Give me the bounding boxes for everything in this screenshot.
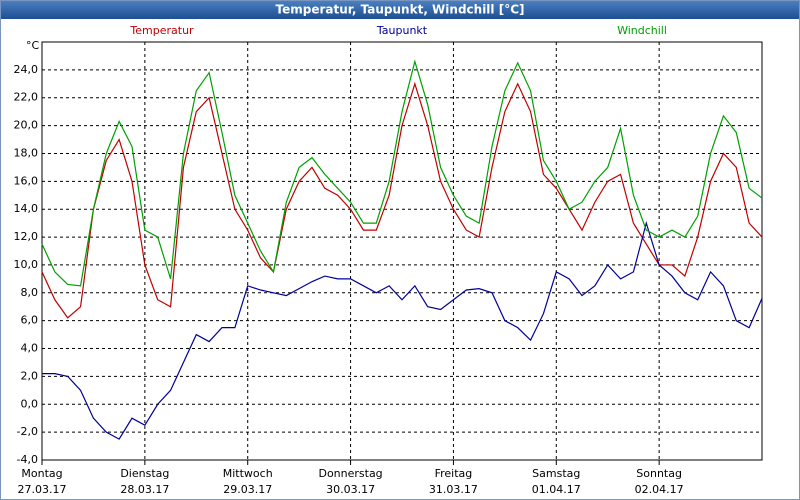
y-axis-label: °C bbox=[26, 39, 40, 52]
y-tick-label: -2,0 bbox=[17, 425, 38, 438]
x-tick-label: 30.03.17 bbox=[326, 483, 375, 496]
y-tick-label: 8,0 bbox=[21, 286, 39, 299]
y-tick-label: 2,0 bbox=[21, 369, 39, 382]
y-tick-label: 10,0 bbox=[14, 258, 39, 271]
legend-entry: Taupunkt bbox=[376, 24, 428, 37]
y-tick-label: -4,0 bbox=[17, 453, 38, 466]
y-tick-label: 6,0 bbox=[21, 314, 39, 327]
y-tick-label: 18,0 bbox=[14, 146, 39, 159]
y-tick-label: 22,0 bbox=[14, 91, 39, 104]
y-tick-label: 4,0 bbox=[21, 342, 39, 355]
series-line bbox=[41, 59, 763, 287]
x-tick-label: Dienstag bbox=[120, 467, 169, 480]
x-tick-label: 27.03.17 bbox=[18, 483, 67, 496]
y-tick-label: 16,0 bbox=[14, 174, 39, 187]
x-tick-label: Mittwoch bbox=[223, 467, 273, 480]
x-tick-label: 02.04.17 bbox=[635, 483, 684, 496]
chart-title: Temperatur, Taupunkt, Windchill [°C] bbox=[276, 3, 525, 17]
x-tick-label: Donnerstag bbox=[318, 467, 382, 480]
x-tick-label: Sonntag bbox=[636, 467, 682, 480]
y-tick-label: 12,0 bbox=[14, 230, 39, 243]
y-tick-label: 20,0 bbox=[14, 119, 39, 132]
x-tick-label: 29.03.17 bbox=[223, 483, 272, 496]
legend-entry: Windchill bbox=[617, 24, 667, 37]
x-tick-label: 01.04.17 bbox=[532, 483, 581, 496]
series-line bbox=[42, 220, 763, 440]
legend-entry: Temperatur bbox=[129, 24, 194, 37]
x-tick-label: 28.03.17 bbox=[120, 483, 169, 496]
y-tick-label: 24,0 bbox=[14, 63, 39, 76]
x-tick-label: Freitag bbox=[435, 467, 473, 480]
y-tick-label: 14,0 bbox=[14, 202, 39, 215]
x-tick-label: Samstag bbox=[532, 467, 580, 480]
x-tick-label: Montag bbox=[21, 467, 62, 480]
x-tick-label: 31.03.17 bbox=[429, 483, 478, 496]
title-bar bbox=[1, 1, 799, 19]
y-tick-label: 0,0 bbox=[21, 397, 39, 410]
